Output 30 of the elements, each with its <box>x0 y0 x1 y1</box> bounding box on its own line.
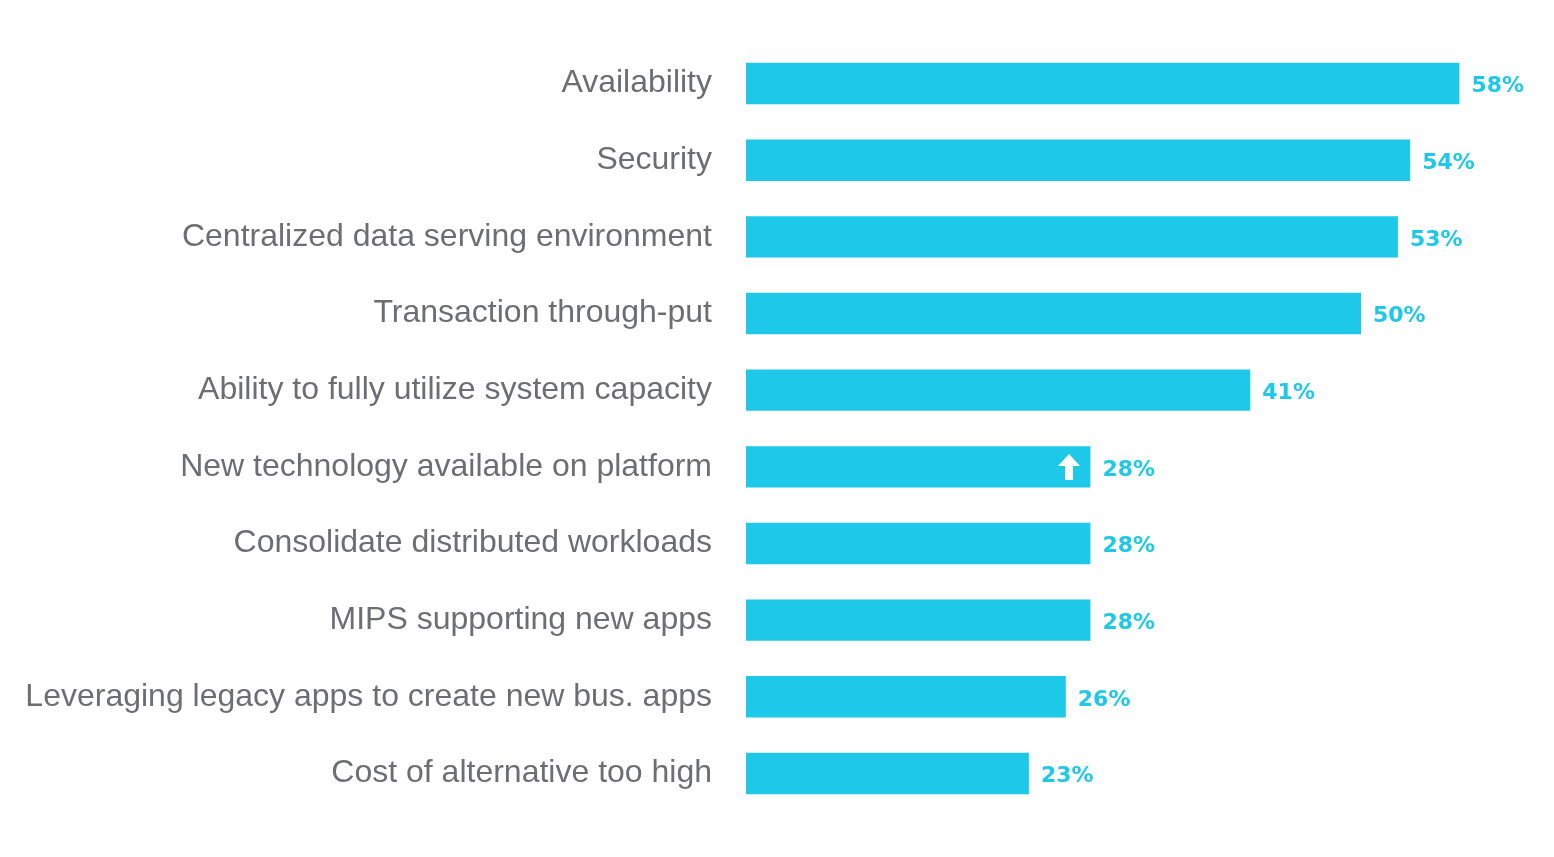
y-tick-label: Consolidate distributed workloads <box>233 523 712 560</box>
y-tick-label: Security <box>596 140 712 177</box>
y-tick-label: MIPS supporting new apps <box>329 599 712 636</box>
data-label: 28% <box>1102 532 1156 558</box>
data-label: 28% <box>1102 455 1156 481</box>
y-tick-label: Centralized data serving environment <box>181 216 713 253</box>
bar <box>746 752 1029 795</box>
y-tick-label: Ability to fully utilize system capacity <box>198 370 712 406</box>
data-label: 28% <box>1102 608 1156 634</box>
bar <box>746 292 1361 335</box>
data-label: 50% <box>1373 302 1426 328</box>
data-label: 41% <box>1262 378 1315 404</box>
data-label: 58% <box>1471 72 1525 98</box>
bar <box>746 522 1091 565</box>
bar <box>746 139 1411 181</box>
bar <box>746 216 1398 258</box>
y-tick-label: Cost of alternative too high <box>331 753 712 790</box>
bar <box>746 446 1091 488</box>
y-tick-label: New technology available on platform <box>180 446 712 483</box>
data-label: 23% <box>1040 762 1094 788</box>
data-label: 54% <box>1422 148 1475 174</box>
y-tick-label: Availability <box>561 63 712 100</box>
y-tick-label: Leveraging legacy apps to create new bus. apps <box>25 676 712 713</box>
bar <box>746 676 1066 718</box>
bar <box>746 62 1460 105</box>
data-label: 53% <box>1409 225 1463 251</box>
bar <box>746 369 1251 411</box>
bar <box>746 599 1091 641</box>
data-label: 26% <box>1077 685 1131 711</box>
y-tick-label: Transaction through-put <box>373 293 713 330</box>
